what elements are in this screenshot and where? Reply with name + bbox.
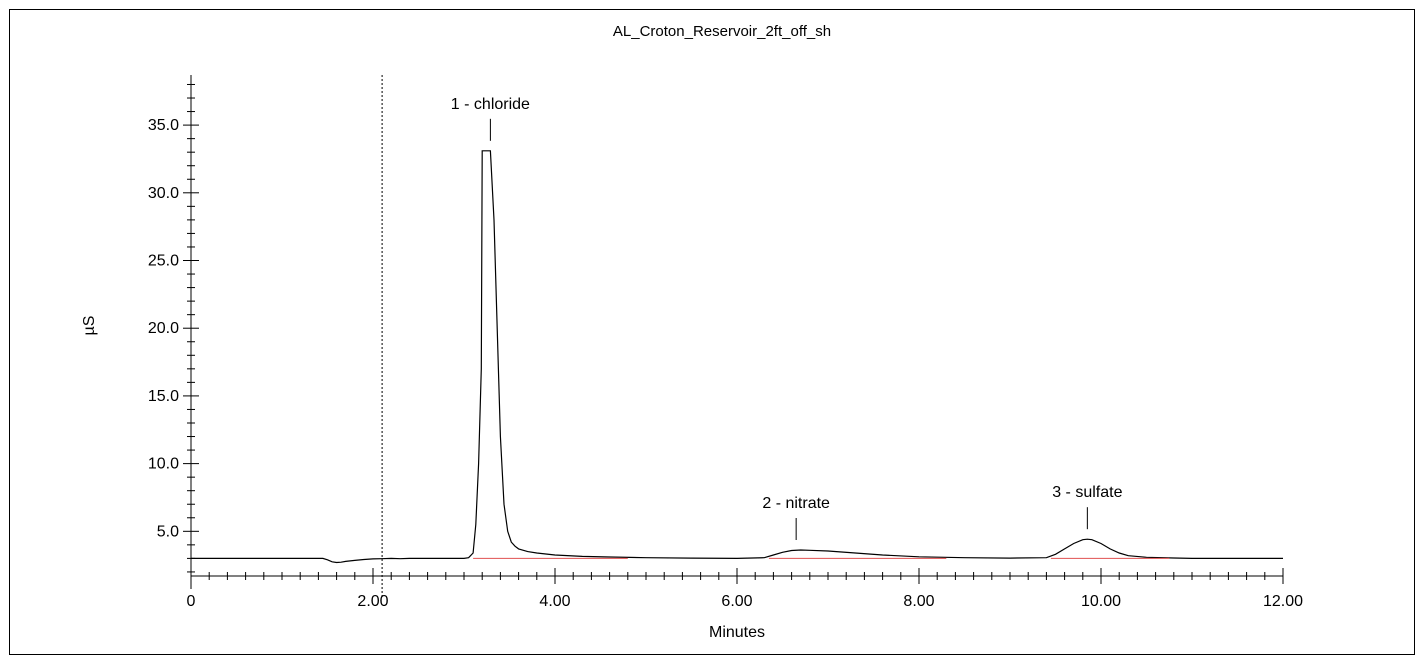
x-tick-label: 2.00 [357, 593, 388, 610]
peak-annotation-label: 2 - nitrate [762, 495, 830, 512]
peak-annotations: 1 - chloride 2 - nitrate 3 - sulfate [451, 96, 1123, 541]
chromatogram-chart: AL_Croton_Reservoir_2ft_off_sh µS Minute… [81, 23, 1303, 641]
x-tick-label: 8.00 [903, 593, 934, 610]
x-tick-label: 10.00 [1081, 593, 1121, 610]
x-axis-title: Minutes [709, 624, 765, 641]
chromatogram-trace [191, 150, 1283, 564]
y-axis-title: µS [81, 316, 98, 336]
y-tick-label: 30.0 [148, 185, 179, 202]
x-tick-label: 12.00 [1263, 593, 1303, 610]
x-tick-label: 0 [187, 593, 196, 610]
peak-annotation-label: 3 - sulfate [1052, 484, 1122, 501]
y-tick-label: 15.0 [148, 388, 179, 405]
axes-layer: 5.0 10.0 15.0 20.0 25.0 30.0 35.0 0 2.00 4.00 6.00… [148, 75, 1303, 610]
y-tick-label: 20.0 [148, 320, 179, 337]
x-tick-label: 4.00 [539, 593, 570, 610]
y-tick-label: 35.0 [148, 117, 179, 134]
x-tick-label: 6.00 [721, 593, 752, 610]
chart-title: AL_Croton_Reservoir_2ft_off_sh [613, 23, 831, 40]
y-tick-label: 10.0 [148, 456, 179, 473]
series-layer [191, 150, 1283, 564]
peak-annotation-label: 1 - chloride [451, 96, 530, 113]
chart-frame: AL_Croton_Reservoir_2ft_off_sh µS Minute… [9, 9, 1415, 655]
y-tick-label: 5.0 [157, 523, 179, 540]
y-tick-label: 25.0 [148, 253, 179, 270]
